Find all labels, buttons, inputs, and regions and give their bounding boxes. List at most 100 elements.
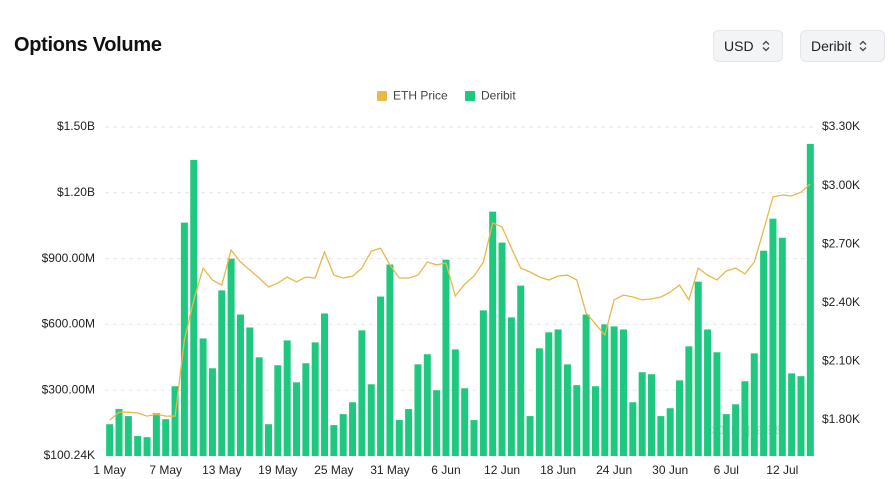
bar <box>236 314 244 456</box>
bar <box>115 409 123 456</box>
bar <box>554 329 562 456</box>
bar <box>741 381 749 456</box>
bar <box>386 264 394 456</box>
x-tick-label: 30 Jun <box>652 463 688 477</box>
bar <box>414 364 422 456</box>
bar <box>732 404 740 456</box>
bar <box>517 285 525 456</box>
bar <box>264 424 272 456</box>
bar <box>685 346 693 456</box>
bar <box>433 390 441 456</box>
bar <box>638 372 646 456</box>
bar <box>246 327 254 456</box>
bar <box>797 376 805 456</box>
x-tick-label: 31 May <box>370 463 409 477</box>
x-tick-label: 1 May <box>93 463 126 477</box>
bar <box>806 143 814 456</box>
bar <box>648 374 656 456</box>
x-tick-label: 12 Jun <box>484 463 520 477</box>
bar <box>451 349 459 456</box>
currency-label: USD <box>724 38 754 54</box>
bar <box>676 380 684 456</box>
bar <box>367 384 375 456</box>
chevron-icon <box>860 40 867 52</box>
bar <box>180 222 188 456</box>
bar <box>545 332 553 456</box>
chevron-icon <box>762 40 770 52</box>
bar <box>461 388 469 456</box>
bar <box>274 365 282 456</box>
bar <box>218 290 226 456</box>
legend-swatch <box>377 91 387 101</box>
bar <box>657 416 665 456</box>
bar <box>498 242 506 456</box>
bar <box>769 218 777 456</box>
bar <box>199 338 207 456</box>
page-title: Options Volume <box>14 34 162 56</box>
y2-tick-label: $2.40K <box>822 295 860 309</box>
bar <box>152 413 160 456</box>
bar <box>377 296 385 456</box>
bar <box>349 402 357 456</box>
bar <box>629 402 637 456</box>
bar <box>171 386 179 456</box>
bar <box>507 317 515 456</box>
legend-swatch <box>465 91 475 101</box>
y-tick-label: $600.00M <box>42 317 95 331</box>
exchange-select[interactable]: Deribit <box>800 30 885 62</box>
bar <box>283 340 291 456</box>
bar <box>395 420 403 456</box>
x-tick-label: 24 Jun <box>596 463 632 477</box>
y2-tick-label: $2.70K <box>822 236 860 250</box>
bar <box>208 368 216 456</box>
bar <box>470 420 478 456</box>
bar <box>563 364 571 456</box>
bar <box>526 416 534 456</box>
x-tick-label: 7 May <box>149 463 182 477</box>
watermark: coinglass <box>706 419 784 438</box>
y2-tick-label: $3.30K <box>822 119 860 133</box>
bar <box>591 386 599 456</box>
bar <box>760 250 768 456</box>
bar <box>750 353 758 456</box>
bar <box>423 354 431 456</box>
bar <box>788 373 796 456</box>
y2-tick-label: $2.10K <box>822 354 860 368</box>
bar <box>442 259 450 456</box>
bar <box>479 310 487 456</box>
x-tick-label: 19 May <box>258 463 297 477</box>
bar <box>293 382 301 456</box>
bar <box>535 348 543 456</box>
currency-select[interactable]: USD <box>713 30 783 62</box>
x-tick-label: 18 Jun <box>540 463 576 477</box>
y-tick-label: $1.50B <box>57 119 95 133</box>
bar <box>358 330 366 456</box>
y-tick-label: $1.20B <box>57 185 95 199</box>
y-tick-label: $300.00M <box>42 382 95 396</box>
bar <box>704 329 712 456</box>
bar <box>311 342 319 456</box>
bar <box>619 329 627 456</box>
bar <box>573 385 581 456</box>
legend-label: ETH Price <box>393 89 448 103</box>
x-tick-label: 6 Jun <box>431 463 460 477</box>
bar <box>302 363 310 456</box>
exchange-label: Deribit <box>811 38 852 54</box>
legend-label: Deribit <box>481 89 516 103</box>
bar <box>694 281 702 456</box>
y-tick-label: $100.24K <box>44 448 95 462</box>
bar <box>255 357 263 456</box>
bar <box>713 352 721 456</box>
bar <box>666 408 674 456</box>
bar <box>124 416 132 456</box>
bar <box>321 313 329 456</box>
bar <box>339 414 347 456</box>
x-tick-label: 12 Jul <box>766 463 798 477</box>
y2-tick-label: $1.80K <box>822 412 860 426</box>
x-tick-label: 6 Jul <box>714 463 739 477</box>
bar <box>778 237 786 456</box>
x-tick-label: 25 May <box>314 463 353 477</box>
bar <box>610 326 618 456</box>
